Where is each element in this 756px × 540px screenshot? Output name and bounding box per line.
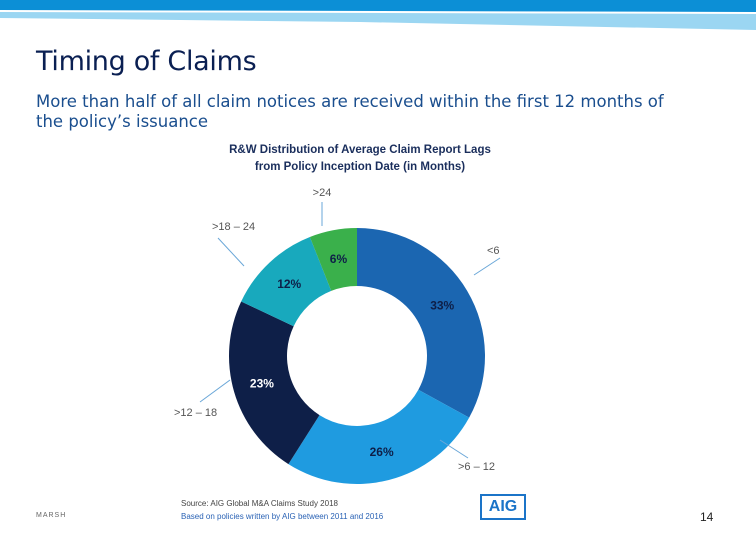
chart-source: Source: AIG Global M&A Claims Study 2018… bbox=[181, 497, 383, 523]
top-decorative-band bbox=[0, 0, 756, 30]
donut-slice-24 bbox=[309, 228, 357, 291]
value-label-6-12: 26% bbox=[370, 445, 394, 459]
source-line: Source: AIG Global M&A Claims Study 2018 bbox=[181, 499, 338, 508]
value-label-18-24: 12% bbox=[277, 277, 301, 291]
band-dark-stripe bbox=[0, 0, 756, 12]
leader-line-18-24 bbox=[217, 237, 245, 267]
donut-slice-12-18 bbox=[229, 301, 320, 465]
value-label-6: 33% bbox=[430, 299, 454, 313]
chart-title: R&W Distribution of Average Claim Report… bbox=[160, 142, 560, 176]
category-label-12-18: >12 – 18 bbox=[174, 407, 217, 419]
footer-brand: MARSH bbox=[36, 512, 67, 519]
leader-line-6 bbox=[473, 257, 501, 276]
chart-title-line-1: R&W Distribution of Average Claim Report… bbox=[229, 144, 491, 156]
leader-line-12-18 bbox=[199, 379, 231, 403]
donut-slice-6-12 bbox=[288, 389, 470, 484]
chart-title-line-2: from Policy Inception Date (in Months) bbox=[254, 161, 466, 173]
category-label-6: <6 bbox=[487, 245, 500, 257]
category-label-18-24: >18 – 24 bbox=[212, 221, 255, 233]
source-note: Based on policies written by AIG between… bbox=[181, 512, 384, 521]
slide-title: Timing of Claims bbox=[36, 46, 257, 77]
page-number: 14 bbox=[700, 510, 714, 524]
aig-logo: AIG bbox=[480, 494, 526, 520]
value-label-12-18: 23% bbox=[250, 377, 274, 391]
leader-line-6-12 bbox=[439, 439, 469, 459]
slide-subtitle: More than half of all claim notices are … bbox=[36, 92, 664, 131]
category-label-24: >24 bbox=[313, 187, 332, 199]
band-light-stripe bbox=[0, 12, 756, 30]
value-label-24: 6% bbox=[330, 252, 348, 266]
category-label-6-12: >6 – 12 bbox=[458, 461, 495, 473]
donut-slice-6 bbox=[357, 228, 485, 418]
donut-slice-18-24 bbox=[241, 236, 332, 327]
